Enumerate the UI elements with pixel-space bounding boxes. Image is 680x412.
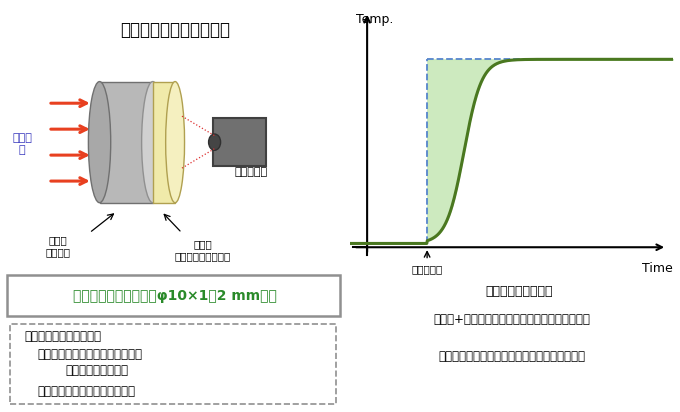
Text: 多層解析により膜のみの熱伝導率を求めます。: 多層解析により膜のみの熱伝導率を求めます。: [438, 350, 585, 363]
Text: ＜解析に必要なデータ＞: ＜解析に必要なデータ＞: [24, 330, 101, 343]
Text: Temp.: Temp.: [356, 13, 394, 26]
FancyBboxPatch shape: [213, 118, 266, 166]
Text: パルス
光: パルス 光: [12, 133, 32, 155]
Text: 試料裏面の温度変化: 試料裏面の温度変化: [486, 285, 553, 298]
Text: レーザ照射: レーザ照射: [411, 265, 443, 274]
Text: 熱拡散率、熱伝導率: 熱拡散率、熱伝導率: [65, 364, 129, 377]
FancyBboxPatch shape: [10, 324, 337, 404]
Ellipse shape: [166, 82, 184, 203]
Text: 放射温度計: 放射温度計: [234, 167, 267, 178]
Text: 既知層：厚さ、密度、比熱容量、: 既知層：厚さ、密度、比熱容量、: [38, 348, 143, 360]
Text: 未知層
（コーティング膜）: 未知層 （コーティング膜）: [175, 239, 231, 262]
Text: Time: Time: [643, 262, 673, 276]
Text: 「基材+膜」試料裏面の温度変化曲線を計測し、: 「基材+膜」試料裏面の温度変化曲線を計測し、: [433, 313, 590, 326]
Text: 未知層：厚さ、密度、比熱容量: 未知層：厚さ、密度、比熱容量: [38, 385, 136, 398]
Text: 既知層
（基材）: 既知層 （基材）: [46, 235, 71, 257]
Text: フラッシュ法多層解析法: フラッシュ法多層解析法: [120, 21, 230, 39]
Polygon shape: [153, 82, 175, 203]
FancyBboxPatch shape: [7, 275, 340, 316]
Ellipse shape: [88, 82, 111, 203]
Ellipse shape: [209, 134, 220, 150]
Polygon shape: [99, 82, 153, 203]
Text: 試料サイズ（標準）：φ10×1～2 mm程度: 試料サイズ（標準）：φ10×1～2 mm程度: [73, 289, 277, 302]
Ellipse shape: [141, 82, 164, 203]
